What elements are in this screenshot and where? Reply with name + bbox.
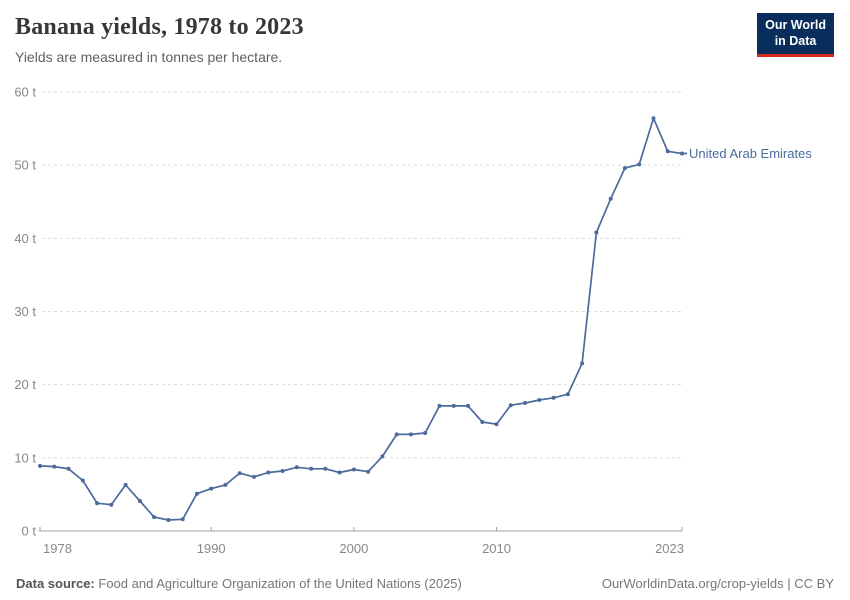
- series-label[interactable]: United Arab Emirates: [689, 146, 812, 161]
- data-point[interactable]: [309, 466, 314, 471]
- data-point[interactable]: [508, 403, 513, 408]
- y-tick-label: 40 t: [14, 231, 36, 246]
- data-point[interactable]: [423, 431, 428, 435]
- y-tick-label: 0 t: [22, 524, 37, 539]
- data-point[interactable]: [537, 398, 542, 402]
- data-point[interactable]: [380, 454, 385, 459]
- data-point[interactable]: [180, 517, 185, 522]
- x-tick-label: 2023: [655, 541, 684, 556]
- y-tick-label: 50 t: [14, 158, 36, 173]
- data-point[interactable]: [337, 470, 342, 475]
- y-tick-label: 10 t: [14, 450, 36, 465]
- data-point[interactable]: [209, 486, 214, 491]
- data-point[interactable]: [451, 403, 456, 408]
- data-point[interactable]: [52, 464, 57, 469]
- data-source: Data source: Food and Agriculture Organi…: [16, 576, 462, 591]
- chart-header: Banana yields, 1978 to 2023 Yields are m…: [15, 14, 740, 65]
- data-point[interactable]: [466, 403, 470, 408]
- data-point[interactable]: [237, 471, 242, 476]
- data-point[interactable]: [266, 470, 271, 475]
- data-point[interactable]: [608, 196, 613, 201]
- data-point[interactable]: [66, 466, 71, 471]
- data-point[interactable]: [252, 474, 256, 479]
- data-point[interactable]: [437, 403, 442, 408]
- data-point[interactable]: [323, 466, 328, 471]
- y-tick-label: 20 t: [14, 377, 36, 392]
- data-point[interactable]: [637, 162, 642, 167]
- chart-subtitle: Yields are measured in tonnes per hectar…: [15, 49, 283, 65]
- data-point[interactable]: [95, 501, 100, 506]
- data-point[interactable]: [166, 518, 171, 522]
- owid-logo[interactable]: Our World in Data: [757, 13, 834, 57]
- data-point[interactable]: [38, 463, 42, 468]
- data-point[interactable]: [223, 482, 228, 487]
- data-point[interactable]: [565, 392, 570, 397]
- data-point[interactable]: [622, 166, 627, 171]
- data-point[interactable]: [551, 395, 556, 400]
- credit-link[interactable]: OurWorldinData.org/crop-yields | CC BY: [601, 576, 834, 591]
- data-point[interactable]: [651, 116, 656, 121]
- data-point[interactable]: [494, 422, 499, 427]
- data-point[interactable]: [351, 467, 356, 472]
- data-source-label: Data source:: [16, 576, 95, 591]
- data-point[interactable]: [665, 149, 670, 154]
- data-point[interactable]: [194, 491, 199, 496]
- data-point[interactable]: [137, 499, 142, 503]
- data-point[interactable]: [152, 515, 157, 520]
- data-point[interactable]: [480, 420, 485, 424]
- data-point[interactable]: [294, 465, 299, 470]
- data-point[interactable]: [523, 401, 528, 405]
- page-title: Banana yields, 1978 to 2023: [15, 14, 304, 40]
- data-source-text: Food and Agriculture Organization of the…: [98, 576, 462, 591]
- data-point[interactable]: [109, 502, 114, 507]
- logo-line-2: in Data: [774, 34, 817, 49]
- logo-line-1: Our World: [765, 18, 826, 32]
- data-point[interactable]: [408, 432, 413, 437]
- y-tick-label: 30 t: [14, 304, 36, 319]
- x-tick-label: 2000: [339, 541, 368, 556]
- yield-line: [39, 117, 683, 521]
- x-tick-label: 1990: [197, 541, 226, 556]
- data-point[interactable]: [580, 361, 585, 366]
- chart-footer: Data source: Food and Agriculture Organi…: [0, 576, 850, 591]
- x-tick-label: 2010: [482, 541, 511, 556]
- data-point[interactable]: [123, 482, 128, 487]
- x-tick-label: 1978: [43, 541, 72, 556]
- data-point[interactable]: [280, 469, 285, 473]
- data-point[interactable]: [594, 230, 599, 235]
- data-point[interactable]: [80, 478, 85, 483]
- data-point[interactable]: [394, 432, 399, 437]
- data-point[interactable]: [366, 469, 371, 474]
- y-tick-label: 60 t: [14, 85, 36, 100]
